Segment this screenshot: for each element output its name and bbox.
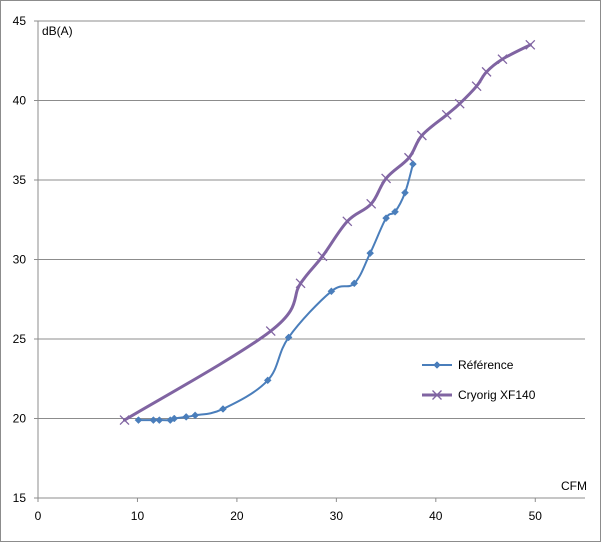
y-tick-label: 15 (13, 491, 27, 505)
x-tick-label: 50 (529, 509, 543, 523)
data-point (317, 251, 328, 262)
data-point (295, 278, 306, 289)
data-point (119, 415, 130, 426)
x-tick-label: 30 (330, 509, 344, 523)
legend: Référence Cryorig XF140 (422, 358, 536, 402)
data-point (366, 198, 377, 209)
x-axis-label: CFM (561, 479, 587, 493)
x-tick-label: 40 (429, 509, 443, 523)
data-point (182, 413, 191, 421)
series-reference (134, 160, 417, 424)
data-point (366, 249, 375, 257)
series-cryorig-xf140 (119, 39, 536, 426)
data-point (381, 173, 392, 184)
data-point (382, 214, 390, 223)
y-tick-label: 40 (13, 94, 27, 108)
data-point (401, 188, 409, 197)
data-point (265, 326, 276, 337)
data-point (454, 98, 465, 109)
data-point (409, 160, 417, 168)
tick-labels: 15 20 25 30 35 40 45 0 10 20 30 40 50 (13, 14, 543, 523)
data-point (416, 130, 427, 141)
series-line (123, 43, 532, 422)
data-point (471, 81, 482, 92)
data-point (342, 216, 353, 227)
legend-label: Référence (458, 358, 514, 372)
data-series (119, 39, 536, 426)
y-tick-label: 30 (13, 253, 27, 267)
data-point (481, 66, 492, 77)
y-tick-label: 20 (13, 412, 27, 426)
data-point (219, 405, 227, 413)
data-point (134, 416, 143, 424)
axes (34, 20, 585, 502)
data-point (404, 152, 414, 163)
y-tick-label: 35 (13, 173, 27, 187)
x-tick-label: 20 (230, 509, 244, 523)
y-axis-label: dB(A) (42, 24, 73, 38)
data-point (263, 376, 272, 385)
legend-label: Cryorig XF140 (458, 388, 536, 402)
data-point (149, 416, 158, 424)
data-point (170, 414, 179, 423)
legend-item: Cryorig XF140 (422, 388, 536, 402)
data-point (391, 207, 399, 216)
data-point (350, 279, 359, 288)
legend-marker (433, 361, 441, 369)
data-point (441, 109, 452, 120)
legend-item: Référence (422, 358, 514, 372)
data-point (327, 287, 336, 296)
data-point (191, 411, 199, 420)
x-tick-label: 0 (35, 509, 42, 523)
legend-marker (432, 390, 442, 400)
data-point (284, 333, 293, 342)
data-point (497, 54, 508, 65)
data-point (155, 416, 164, 424)
data-point (525, 39, 536, 50)
x-tick-label: 10 (131, 509, 145, 523)
y-tick-label: 45 (13, 14, 27, 28)
y-tick-label: 25 (13, 332, 27, 346)
